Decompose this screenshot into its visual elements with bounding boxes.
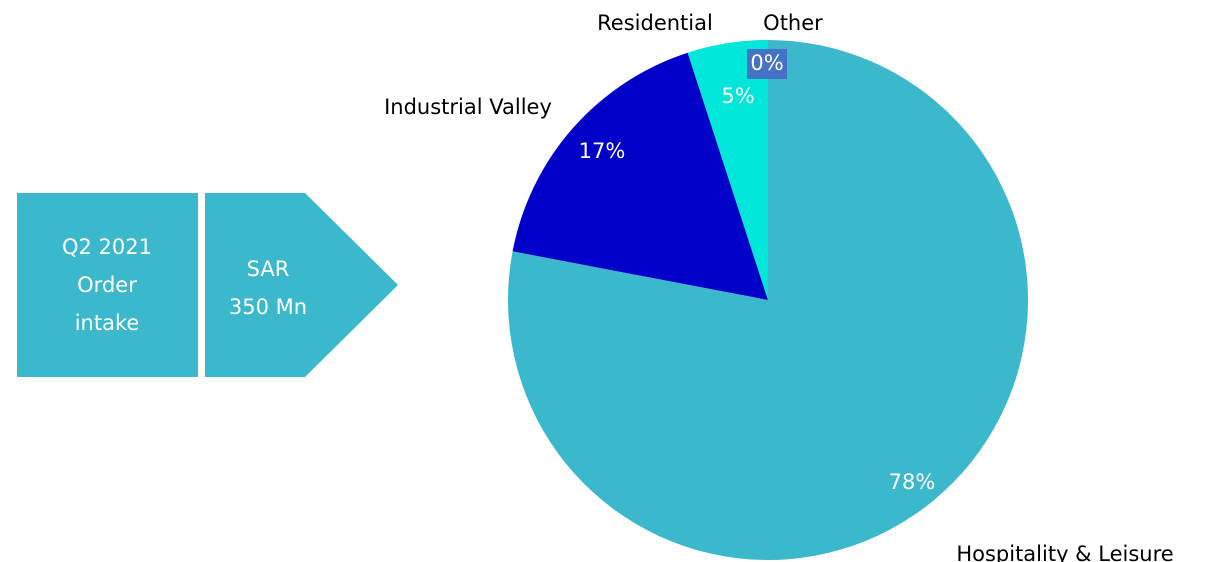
category-label: Other [763, 11, 823, 35]
pie-slice [687, 40, 768, 300]
panel-arrow [205, 193, 398, 377]
value-label: 5% [721, 84, 754, 108]
category-label: Hospitality & Leisure [956, 542, 1173, 562]
panel-text: SAR [247, 257, 290, 281]
panel-text: intake [75, 311, 140, 335]
category-label: Industrial Valley [384, 95, 552, 119]
panel-text: 350 Mn [229, 295, 307, 319]
value-label: 78% [889, 470, 936, 494]
value-label: 17% [579, 139, 626, 163]
panel-text: Q2 2021 [62, 235, 152, 259]
category-label: Residential [597, 11, 713, 35]
label-box [747, 49, 787, 79]
panel-text: Order [77, 273, 137, 297]
value-label: 0% [750, 51, 783, 75]
pie-slice [512, 52, 768, 300]
panel-box [17, 193, 198, 377]
